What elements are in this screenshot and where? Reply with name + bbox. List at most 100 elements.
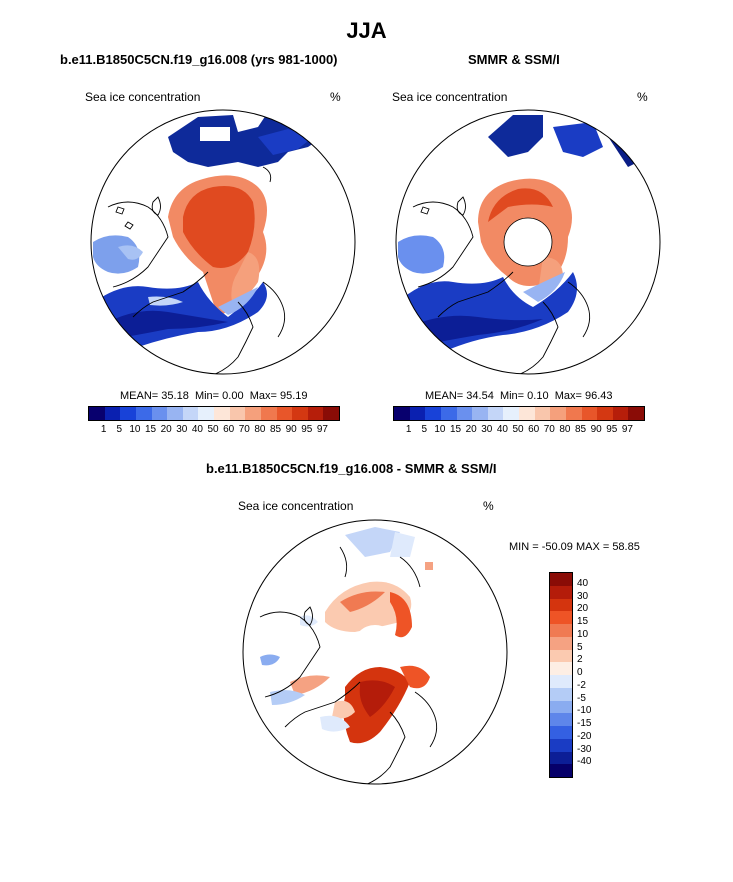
colorbar-tick-label: 10 (577, 628, 589, 640)
colorbar-swatch (425, 407, 441, 420)
diff-colorbar (549, 572, 573, 778)
obs-polar-map (395, 109, 661, 375)
colorbar-swatch (550, 726, 572, 739)
model-field-label: Sea ice concentration (85, 90, 201, 104)
colorbar-swatch (550, 585, 572, 599)
obs-max-value: 96.43 (584, 390, 613, 402)
obs-pole-hole (503, 217, 553, 267)
colorbar-tick-label: -5 (577, 692, 586, 704)
model-min-value: 0.00 (222, 390, 244, 402)
colorbar-swatch (292, 407, 308, 420)
colorbar-swatch (245, 407, 261, 420)
colorbar-tick-label: 50 (207, 424, 219, 435)
colorbar-tick-label: 60 (528, 424, 540, 435)
colorbar-tick-label: 20 (160, 424, 172, 435)
colorbar-tick-label: 5 (577, 641, 583, 653)
colorbar-swatch (120, 407, 136, 420)
colorbar-tick-label: 70 (238, 424, 250, 435)
colorbar-tick-label: 97 (316, 424, 328, 435)
colorbar-swatch (167, 407, 183, 420)
colorbar-tick-label: 15 (144, 424, 157, 435)
colorbar-tick-label: -30 (577, 743, 592, 755)
colorbar-swatch (550, 407, 566, 420)
obs-mean-value: 34.54 (466, 390, 494, 402)
colorbar-swatch (519, 407, 535, 420)
colorbar-swatch (307, 407, 324, 420)
colorbar-swatch (550, 649, 572, 663)
colorbar-swatch (198, 407, 214, 420)
colorbar-tick-label: 30 (577, 590, 589, 602)
colorbar-tick-label: 30 (481, 424, 493, 435)
colorbar-swatch (409, 407, 426, 420)
model-ice-bering (168, 112, 323, 167)
colorbar-tick-label: 2 (577, 654, 583, 666)
model-panel-title: b.e11.B1850C5CN.f19_g16.008 (yrs 981-100… (60, 52, 338, 67)
colorbar-tick-label: 5 (421, 424, 428, 435)
colorbar-swatch (550, 636, 572, 650)
obs-colorbar (393, 406, 645, 421)
colorbar-tick-label: 1 (100, 424, 107, 435)
colorbar-tick-label: 85 (574, 424, 587, 435)
colorbar-tick-label: -15 (577, 718, 592, 729)
model-polar-map (90, 109, 356, 375)
colorbar-tick-label: 10 (434, 424, 446, 435)
colorbar-swatch (276, 407, 293, 420)
model-max-value: 95.19 (279, 390, 308, 402)
colorbar-swatch (565, 407, 582, 420)
colorbar-tick-label: 0 (577, 667, 583, 678)
colorbar-tick-label: 40 (496, 424, 508, 435)
diff-units-label: % (483, 499, 494, 513)
colorbar-tick-label: 60 (223, 424, 235, 435)
colorbar-swatch (550, 713, 572, 726)
model-ice-hudson (93, 235, 140, 274)
colorbar-tick-label: 15 (449, 424, 462, 435)
model-units-label: % (330, 90, 341, 104)
colorbar-tick-label: 80 (254, 424, 266, 435)
colorbar-tick-label: 70 (543, 424, 555, 435)
figure-title: JJA (346, 18, 387, 43)
colorbar-swatch (229, 407, 246, 420)
colorbar-swatch (472, 407, 488, 420)
colorbar-tick-label: 20 (465, 424, 477, 435)
colorbar-tick-label: 15 (577, 616, 589, 627)
obs-panel-title: SMMR & SSM/I (468, 52, 560, 67)
colorbar-tick-label: -20 (577, 730, 592, 742)
colorbar-tick-label: 90 (590, 424, 602, 435)
colorbar-swatch (550, 764, 572, 777)
obs-field-label: Sea ice concentration (392, 90, 508, 104)
colorbar-swatch (487, 407, 504, 420)
diff-field-label: Sea ice concentration (238, 499, 354, 513)
colorbar-tick-label: -10 (577, 705, 592, 717)
obs-min-value: 0.10 (527, 390, 549, 402)
colorbar-swatch (612, 407, 629, 420)
colorbar-swatch (135, 407, 152, 420)
colorbar-swatch (260, 407, 277, 420)
diff-polar-map (242, 519, 508, 785)
colorbar-swatch (440, 407, 457, 420)
colorbar-tick-label: 1 (405, 424, 412, 435)
colorbar-swatch (550, 598, 572, 612)
colorbar-swatch (394, 407, 410, 420)
diff-panel-title: b.e11.B1850C5CN.f19_g16.008 - SMMR & SSM… (206, 461, 497, 476)
colorbar-swatch (550, 624, 572, 637)
colorbar-swatch (550, 662, 572, 675)
colorbar-swatch (581, 407, 598, 420)
colorbar-swatch (550, 700, 572, 714)
colorbar-swatch (550, 573, 572, 586)
colorbar-tick-label: 85 (269, 424, 282, 435)
colorbar-tick-label: 40 (191, 424, 203, 435)
obs-units-label: % (637, 90, 648, 104)
colorbar-swatch (628, 407, 644, 420)
colorbar-swatch (550, 611, 572, 624)
colorbar-tick-label: 10 (129, 424, 141, 435)
colorbar-tick-label: 95 (301, 424, 313, 435)
diff-pole-hole (353, 625, 397, 669)
colorbar-swatch (151, 407, 168, 420)
colorbar-swatch (503, 407, 519, 420)
model-colorbar (88, 406, 340, 421)
colorbar-swatch (597, 407, 613, 420)
colorbar-tick-label: 40 (577, 577, 589, 589)
colorbar-tick-label: -40 (577, 756, 592, 768)
colorbar-swatch (456, 407, 473, 420)
colorbar-tick-label: 80 (559, 424, 571, 435)
